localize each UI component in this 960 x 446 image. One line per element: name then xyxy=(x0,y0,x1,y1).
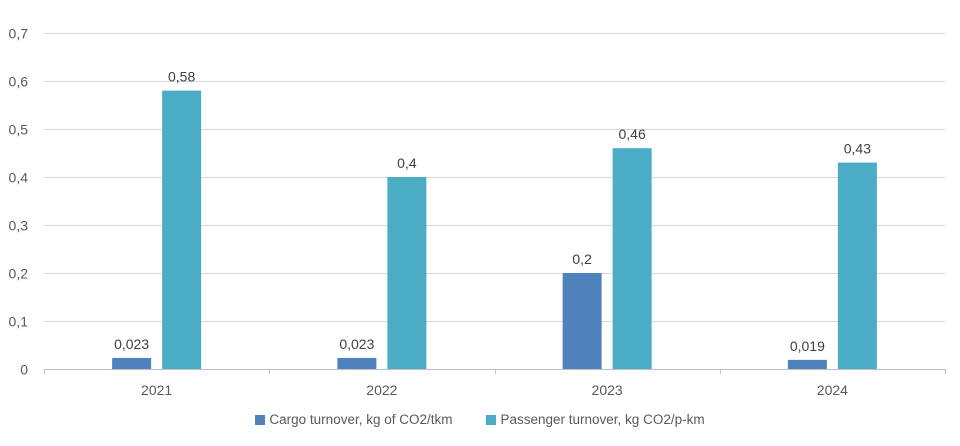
y-tick-label: 0,1 xyxy=(9,314,29,330)
y-tick-label: 0,7 xyxy=(9,26,29,42)
x-axis: 2021 2022 2023 2024 xyxy=(44,369,946,398)
data-label: 0,58 xyxy=(168,69,195,85)
y-tick-label: 0 xyxy=(20,362,28,378)
y-tick-label: 0,6 xyxy=(9,74,29,90)
y-tick-label: 0,2 xyxy=(9,266,29,282)
data-label: 0,46 xyxy=(619,126,646,142)
bar-passenger xyxy=(162,90,202,369)
x-tick-label: 2023 xyxy=(592,382,623,398)
legend-item-passenger: Passenger turnover, kg CO2/p-km xyxy=(486,412,705,427)
legend: Cargo turnover, kg of CO2/tkm Passenger … xyxy=(0,412,960,427)
bar-passenger xyxy=(837,162,877,369)
bar-cargo xyxy=(337,357,377,369)
bar-cargo xyxy=(562,273,602,369)
legend-label-passenger: Passenger turnover, kg CO2/p-km xyxy=(500,412,705,427)
x-tick-label: 2022 xyxy=(366,382,397,398)
data-label: 0,023 xyxy=(114,336,149,352)
bar-passenger xyxy=(387,177,427,369)
y-tick-label: 0,5 xyxy=(9,122,29,138)
data-labels: 0,023 0,58 0,023 0,4 0,2 0,46 0,019 0,43 xyxy=(114,69,871,354)
legend-item-cargo: Cargo turnover, kg of CO2/tkm xyxy=(255,412,452,427)
data-label: 0,43 xyxy=(844,141,871,157)
bar-cargo xyxy=(787,359,827,369)
legend-swatch-cargo xyxy=(255,414,266,425)
data-label: 0,019 xyxy=(790,338,825,354)
data-label: 0,2 xyxy=(572,251,592,267)
x-tick-label: 2021 xyxy=(141,382,172,398)
bars xyxy=(112,90,877,369)
y-tick-label: 0,4 xyxy=(9,170,29,186)
data-label: 0,4 xyxy=(397,155,417,171)
x-tick-label: 2024 xyxy=(817,382,848,398)
legend-label-cargo: Cargo turnover, kg of CO2/tkm xyxy=(269,412,453,427)
y-tick-label: 0,3 xyxy=(9,218,29,234)
data-label: 0,023 xyxy=(339,336,374,352)
y-axis-ticks: 0 0,1 0,2 0,3 0,4 0,5 0,6 0,7 xyxy=(9,26,29,378)
bar-passenger xyxy=(612,148,652,369)
legend-swatch-passenger xyxy=(486,414,497,425)
bar-cargo xyxy=(112,357,152,369)
